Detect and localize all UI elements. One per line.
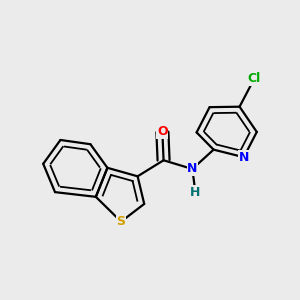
Text: Cl: Cl bbox=[248, 72, 261, 85]
Text: N: N bbox=[238, 151, 249, 164]
Text: O: O bbox=[157, 125, 168, 138]
Text: S: S bbox=[117, 215, 126, 228]
Text: H: H bbox=[190, 186, 201, 199]
Text: N: N bbox=[187, 163, 197, 176]
